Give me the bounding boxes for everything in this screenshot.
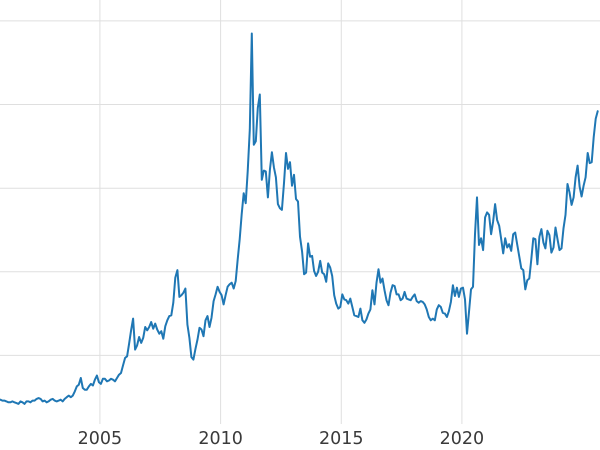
x-tick-label: 2015 — [319, 429, 364, 449]
x-tick-labels: 2005 2010 2015 2020 — [78, 429, 485, 449]
x-tick-label: 2020 — [440, 429, 485, 449]
price-line — [0, 32, 599, 405]
series-layer — [0, 32, 599, 405]
x-tick-label: 2005 — [78, 429, 123, 449]
grid-layer — [0, 0, 600, 424]
x-tick-label: 2010 — [198, 429, 243, 449]
